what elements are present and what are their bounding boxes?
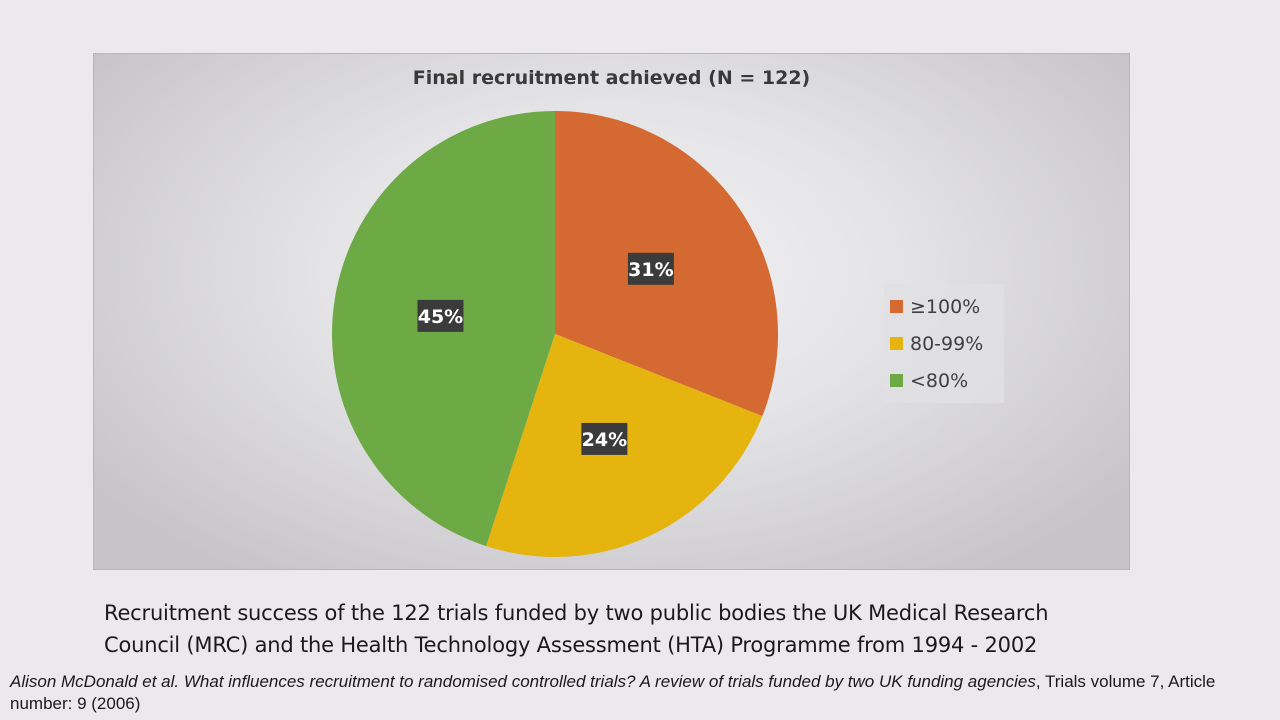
legend-item: ≥100%	[890, 288, 998, 325]
legend-label: 80-99%	[910, 332, 984, 355]
chart-panel: Final recruitment achieved (N = 122) 31%…	[93, 53, 1130, 570]
legend-label: ≥100%	[910, 295, 981, 318]
legend-swatch	[890, 337, 903, 350]
slice-label: 45%	[417, 299, 464, 332]
legend-label: <80%	[910, 369, 969, 392]
citation-source: , Trials volume 7, Article number: 9 (20…	[10, 672, 1216, 713]
legend-swatch	[890, 374, 903, 387]
svg-text:31%: 31%	[628, 259, 673, 281]
citation: Alison McDonald et al. What influences r…	[10, 671, 1250, 715]
legend-item: 80-99%	[890, 325, 998, 362]
citation-title: Alison McDonald et al. What influences r…	[10, 672, 1036, 691]
svg-text:24%: 24%	[582, 429, 627, 451]
caption: Recruitment success of the 122 trials fu…	[104, 601, 1049, 657]
pie-chart: 31% 24% 45%	[332, 111, 778, 557]
legend: ≥100% 80-99% <80%	[884, 284, 1004, 403]
slice-label: 24%	[581, 422, 628, 455]
svg-text:45%: 45%	[418, 306, 463, 328]
legend-swatch	[890, 300, 903, 313]
legend-item: <80%	[890, 362, 998, 399]
slice-label: 31%	[627, 252, 674, 285]
chart-title: Final recruitment achieved (N = 122)	[412, 67, 811, 89]
